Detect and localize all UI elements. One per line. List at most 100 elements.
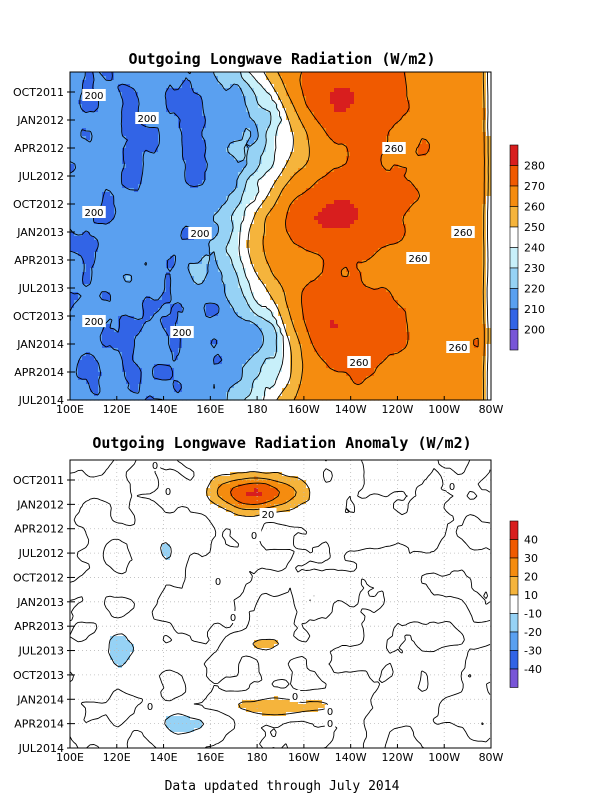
anom-x-tick-1: 120E	[103, 751, 131, 764]
olr-colorbar-swatch-3	[509, 206, 519, 228]
anom-label-bg-1	[446, 480, 458, 492]
olr-contour-label-9: 260	[349, 358, 368, 369]
anom-label-bg-4	[227, 611, 239, 623]
olr-colorbar-label-4: 240	[524, 242, 545, 255]
anom-label-bg-5	[144, 700, 156, 712]
olr-y-tick-2: APR2012	[14, 142, 64, 155]
anom-contour-label-7: 0	[292, 692, 298, 703]
olr-colorbar-label-8: 200	[524, 324, 545, 337]
anom-y-tick-11: JUL2014	[18, 742, 64, 755]
anom-y-tick-5: JAN2013	[16, 596, 64, 609]
olr-x-tick-0: 100E	[56, 403, 84, 416]
anom-y-tick-8: OCT2013	[13, 669, 64, 682]
anom-label-bg-11	[259, 508, 277, 520]
olr-contour-label-8: 260	[408, 254, 427, 265]
anom-colorbar-label-1: 30	[524, 552, 538, 565]
anom-x-tick-5: 160W	[288, 751, 320, 764]
olr-contour-label-4: 200	[84, 317, 103, 328]
anom-y-tick-7: JUL2013	[18, 645, 64, 658]
olr-x-tick-7: 120W	[382, 403, 414, 416]
anom-contour-label-5: 0	[147, 702, 153, 713]
anom-label-bg-10	[324, 705, 336, 717]
anom-x-tick-3: 160E	[196, 751, 224, 764]
olr-x-tick-9: 80W	[479, 403, 504, 416]
anom-contour-label-3: 0	[215, 577, 221, 588]
anom-x-tick-7: 120W	[382, 751, 414, 764]
anom-colorbar-swatch-5	[509, 613, 519, 633]
contour-lines	[69, 71, 489, 401]
olr-y-tick-6: APR2013	[14, 254, 64, 267]
olr-y-tick-4: OCT2012	[13, 198, 64, 211]
anom-colorbar-label-3: 10	[524, 589, 538, 602]
olr-contour-label-6: 260	[384, 144, 403, 155]
olr-label-bg-1	[135, 112, 159, 124]
olr-contour-label-1: 200	[137, 114, 156, 125]
anom-colorbar-swatch-4	[509, 594, 519, 614]
anom-label-bg-9	[162, 485, 174, 497]
olr-x-tick-6: 140W	[335, 403, 367, 416]
olr-colorbar-swatch-6	[509, 267, 519, 289]
anom-y-tick-9: JAN2014	[16, 693, 64, 706]
anom-label-bg-8	[248, 529, 260, 541]
olr-label-bg-5	[170, 326, 194, 338]
olr-contour-label-0: 200	[84, 91, 103, 102]
olr-label-bg-8	[406, 252, 430, 264]
anom-y-tick-1: JAN2012	[16, 498, 64, 511]
olr-colorbar-label-0: 280	[524, 160, 545, 173]
anom-colorbar-swatch-2	[509, 557, 519, 577]
olr-y-tick-0: OCT2011	[13, 86, 64, 99]
olr-colorbar-swatch-9	[509, 329, 519, 351]
olr-x-tick-1: 120E	[103, 403, 131, 416]
olr-y-tick-3: JUL2012	[18, 170, 64, 183]
olr-y-tick-11: JUL2014	[18, 394, 64, 407]
anom-colorbar-swatch-7	[509, 650, 519, 670]
anom-x-tick-8: 100W	[428, 751, 460, 764]
olr-colorbar-swatch-0	[509, 144, 519, 166]
olr-label-bg-10	[446, 341, 470, 353]
anom-x-tick-2: 140E	[150, 751, 178, 764]
olr-label-bg-0	[82, 89, 106, 101]
anom-contour-label-0: 0	[152, 461, 158, 472]
anom-contour-label-1: 0	[449, 482, 455, 493]
olr-colorbar-swatch-5	[509, 247, 519, 269]
olr-y-tick-9: JAN2014	[16, 338, 64, 351]
anom-colorbar-swatch-8	[509, 668, 519, 688]
olr-label-bg-7	[451, 226, 475, 238]
olr-y-tick-10: APR2014	[14, 366, 64, 379]
anomaly-plot-frame	[69, 459, 492, 749]
olr-colorbar-label-7: 210	[524, 303, 545, 316]
anom-label-bg-0	[149, 459, 161, 471]
anom-contour-label-4: 0	[230, 613, 236, 624]
olr-label-bg-2	[82, 206, 106, 218]
olr-y-tick-8: OCT2013	[13, 310, 64, 323]
anom-x-tick-0: 100E	[56, 751, 84, 764]
olr-x-tick-4: 180	[247, 403, 268, 416]
anom-y-tick-0: OCT2011	[13, 474, 64, 487]
anom-colorbar-swatch-6	[509, 631, 519, 651]
anom-contour-label-11: 20	[262, 510, 275, 521]
olr-y-tick-7: JUL2013	[18, 282, 64, 295]
olr-colorbar-swatch-2	[509, 185, 519, 207]
olr-anomaly-panel: Outgoing Longwave Radiation Anomaly (W/m…	[13, 434, 542, 764]
olr-label-bg-4	[82, 315, 106, 327]
contour-lines	[69, 459, 491, 749]
anom-colorbar-label-4: -10	[524, 608, 542, 621]
olr-contour-label-2: 200	[84, 208, 103, 219]
olr-colorbar-swatch-4	[509, 226, 519, 248]
anom-colorbar-label-0: 40	[524, 534, 538, 547]
anom-x-tick-9: 80W	[479, 751, 504, 764]
anom-x-tick-4: 180	[247, 751, 268, 764]
olr-colorbar-label-6: 220	[524, 283, 545, 296]
olr-x-tick-8: 100W	[428, 403, 460, 416]
anom-y-tick-6: APR2013	[14, 620, 64, 633]
olr-panel: Outgoing Longwave Radiation (W/m2) 200 20…	[13, 50, 545, 416]
olr-x-tick-2: 140E	[150, 403, 178, 416]
anom-y-tick-3: JUL2012	[18, 547, 64, 560]
anom-y-tick-4: OCT2012	[13, 571, 64, 584]
olr-colorbar-swatch-1	[509, 165, 519, 187]
olr-x-tick-5: 160W	[288, 403, 320, 416]
anom-colorbar-label-5: -20	[524, 626, 542, 639]
olr-label-bg-6	[382, 142, 406, 154]
anom-colorbar-label-6: -30	[524, 645, 542, 658]
